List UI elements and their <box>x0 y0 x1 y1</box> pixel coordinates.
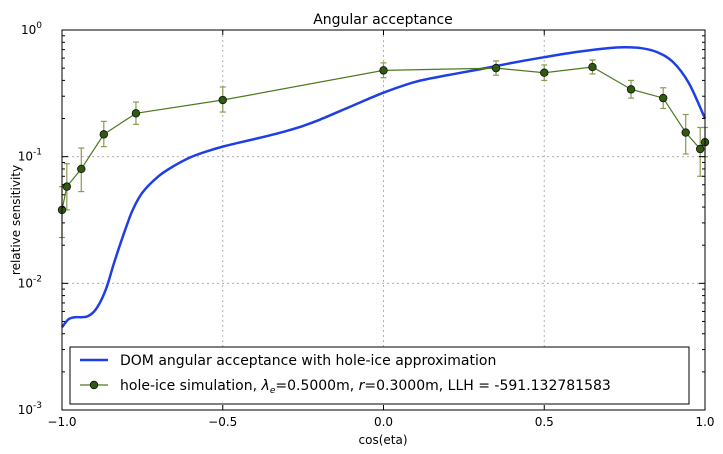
data-point <box>626 85 636 94</box>
y-tick-label: 100 <box>21 21 42 37</box>
x-tick-label: 0.5 <box>535 415 554 429</box>
legend-entry-simulation: hole-ice simulation, λe=0.5000m, r=0.300… <box>120 378 611 396</box>
x-tick-label: 0.0 <box>374 415 393 429</box>
data-point <box>131 109 141 118</box>
data-point <box>77 164 86 174</box>
chart-title: Angular acceptance <box>313 12 453 28</box>
data-point <box>695 144 705 154</box>
legend-sim-prefix: hole-ice simulation, <box>120 378 262 394</box>
data-point <box>62 182 72 191</box>
axis-ticks: −1.0 −0.5 0.0 0.5 1.0 100 10-1 10-2 10-3 <box>18 21 715 429</box>
x-tick-label: −0.5 <box>208 415 237 429</box>
legend-sim-marker <box>89 380 99 390</box>
legend-lambda-symbol: λ <box>261 378 270 394</box>
legend-lambda-value: =0.5000m, <box>275 378 358 394</box>
series-line-simulation <box>61 66 706 211</box>
data-point <box>659 93 668 103</box>
y-tick-label: 10-3 <box>18 401 42 417</box>
legend-box <box>69 346 690 405</box>
legend-r-symbol: r <box>359 378 366 394</box>
data-point <box>99 130 108 139</box>
series-line-dom-acceptance <box>61 46 707 329</box>
data-point <box>540 68 549 77</box>
data-point <box>588 62 597 72</box>
y-tick-label: 10-1 <box>18 148 42 164</box>
y-tick-label: 10-2 <box>18 274 42 290</box>
x-axis-label: cos(eta) <box>359 433 408 447</box>
data-point <box>379 66 388 75</box>
data-point <box>491 63 501 73</box>
x-tick-label: −1.0 <box>47 415 76 429</box>
y-axis-label: relative sensitivity <box>9 165 23 275</box>
data-point <box>681 128 690 137</box>
legend-r-value: =0.3000m, LLH = -591.132781583 <box>364 378 610 394</box>
legend: DOM angular acceptance with hole-ice app… <box>69 346 690 405</box>
data-point <box>218 95 227 105</box>
legend-lambda-sub: e <box>270 386 276 396</box>
legend-entry-line: DOM angular acceptance with hole-ice app… <box>120 353 496 369</box>
x-tick-label: 1.0 <box>695 415 714 429</box>
